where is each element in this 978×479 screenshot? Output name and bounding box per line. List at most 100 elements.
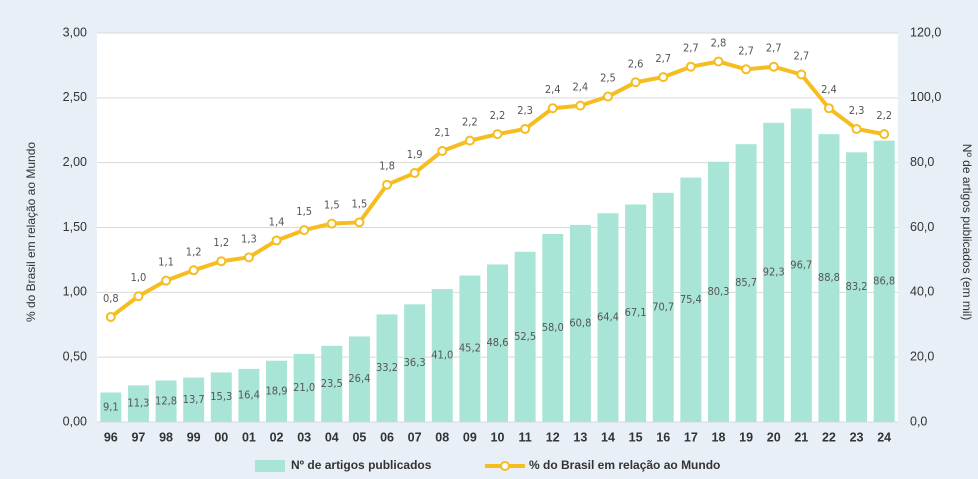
line-marker [823,103,834,114]
line-marker [741,64,752,75]
x-tick-label: 24 [877,430,891,444]
x-tick-label: 15 [629,430,643,444]
y-tick-label: 1,00 [63,285,87,299]
bar-value-label: 36,3 [404,356,426,369]
bar [790,108,812,423]
y-tick-label: 0,50 [63,349,87,363]
x-tick-label: 12 [546,430,560,444]
x-tick-label: 10 [491,430,505,444]
bar [266,360,288,422]
bar [404,304,426,422]
line-value-label: 2,7 [655,52,671,65]
line-marker [161,275,172,286]
line-marker [133,291,144,302]
bar [100,392,122,422]
bar-value-label: 75,4 [680,293,702,306]
line-value-label: 1,2 [186,245,202,258]
x-tick-label: 20 [767,430,781,444]
bar [763,122,785,423]
line-value-label: 2,2 [490,109,506,122]
line-value-label: 2,4 [821,83,837,96]
bar [348,336,370,422]
line-value-label: 2,3 [849,104,865,117]
bar [542,233,564,422]
line-value-label: 2,2 [876,109,892,122]
line-value-label: 1,4 [269,215,285,228]
x-tick-label: 19 [739,430,753,444]
line-value-label: 1,2 [213,236,229,249]
y-tick-label: 2,50 [63,90,87,104]
y2-tick-label: 20,0 [910,349,934,363]
line-marker [658,72,669,83]
x-tick-label: 23 [850,430,864,444]
bar [818,134,840,422]
x-tick-label: 00 [214,430,228,444]
x-tick-label: 96 [104,430,118,444]
x-tick-label: 97 [131,430,145,444]
bar-value-label: 70,7 [652,300,674,313]
bar [459,275,481,422]
line-value-label: 2,7 [683,42,699,55]
bar-value-label: 86,8 [873,274,895,287]
legend-marker [500,461,510,471]
line-marker [602,91,613,102]
bar [155,380,177,422]
bar-value-label: 58,0 [542,321,564,334]
bar [680,177,702,422]
line-marker [851,123,862,134]
bar [846,152,868,422]
x-tick-label: 09 [463,430,477,444]
line-marker [243,252,254,263]
line-marker [354,217,365,228]
line-marker [796,69,807,80]
y-tick-label: 2,00 [63,155,87,169]
x-tick-label: 07 [408,430,422,444]
bar [293,353,315,422]
x-tick-label: 11 [519,430,532,444]
bar [487,264,508,422]
bar-value-label: 23,5 [321,377,343,390]
x-tick-label: 17 [684,430,698,444]
line-value-label: 1,5 [296,205,312,218]
line-value-label: 1,8 [379,160,395,173]
line-value-label: 1,3 [241,232,257,245]
y-tick-label: 3,00 [63,25,87,39]
x-tick-label: 05 [352,430,366,444]
line-marker [520,123,531,134]
x-tick-label: 16 [656,430,670,444]
line-value-label: 2,5 [600,72,616,85]
bar-value-label: 60,8 [569,316,591,329]
bar-value-label: 16,4 [238,388,260,401]
x-tick-label: 03 [297,430,311,444]
line-marker [409,168,420,179]
y2-tick-label: 120,0 [910,25,941,39]
legend-label: Nº de artigos publicados [291,458,432,472]
bar [735,144,757,423]
x-tick-label: 21 [794,430,808,444]
bar [376,314,398,422]
line-value-label: 1,5 [352,197,368,210]
line-value-label: 1,0 [131,271,147,284]
bar-value-label: 18,9 [266,384,288,397]
line-marker [685,61,696,72]
bar-value-label: 48,6 [486,336,508,349]
line-value-label: 2,4 [572,81,588,94]
line-value-label: 2,7 [793,49,809,62]
x-tick-label: 13 [573,430,587,444]
line-value-label: 2,7 [766,42,782,55]
line-marker [630,77,641,88]
line-marker [879,129,890,140]
line-marker [299,225,310,236]
bar [597,213,619,422]
bar-value-label: 85,7 [735,276,757,289]
line-marker [105,311,116,322]
bar-value-label: 80,3 [707,285,729,298]
y2-tick-label: 60,0 [910,220,934,234]
legend-label: % do Brasil em relação ao Mundo [529,458,720,472]
line-value-label: 2,2 [462,116,478,129]
bar-value-label: 21,0 [293,381,315,394]
line-value-label: 2,8 [711,37,727,50]
bar [183,377,205,422]
legend-swatch [255,460,285,472]
bar [127,385,149,422]
